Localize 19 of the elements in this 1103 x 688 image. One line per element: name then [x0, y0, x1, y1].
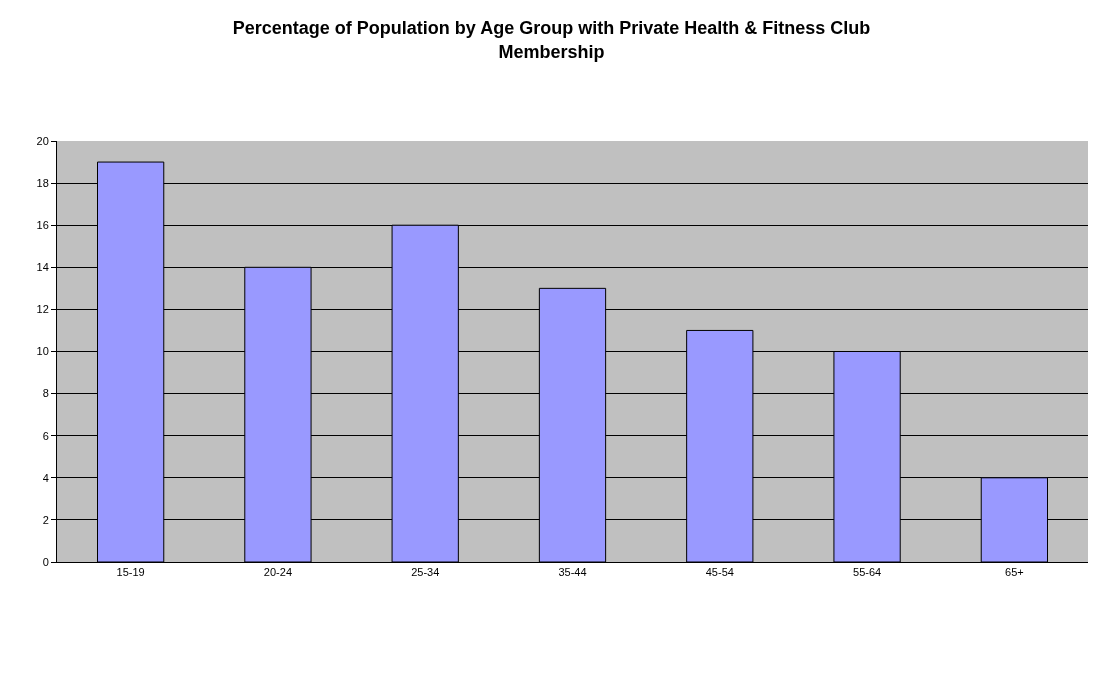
y-tick-label: 20	[36, 134, 49, 147]
y-tick-label: 18	[36, 176, 49, 189]
x-tick-label: 15-19	[116, 566, 145, 579]
x-tick-label: 65+	[1005, 566, 1024, 579]
y-tick-label: 14	[36, 261, 49, 274]
x-tick-label: 45-54	[705, 566, 734, 579]
y-tick-label: 12	[36, 303, 49, 316]
x-tick-label: 20-24	[263, 566, 292, 579]
y-tick-label: 4	[42, 471, 49, 484]
y-tick-label: 6	[42, 429, 49, 442]
y-tick-label: 10	[36, 345, 49, 358]
chart-title: Percentage of Population by Age Group with Private Health & Fitness Club Membership	[232, 18, 871, 62]
y-tick-label: 2	[42, 513, 49, 526]
y-tick-label: 0	[42, 555, 49, 568]
x-tick-label: 35-44	[558, 566, 587, 579]
y-tick-label: 8	[42, 387, 49, 400]
x-tick-label: 55-64	[853, 566, 882, 579]
x-tick-label: 25-34	[411, 566, 440, 579]
y-tick-label: 16	[36, 219, 49, 232]
